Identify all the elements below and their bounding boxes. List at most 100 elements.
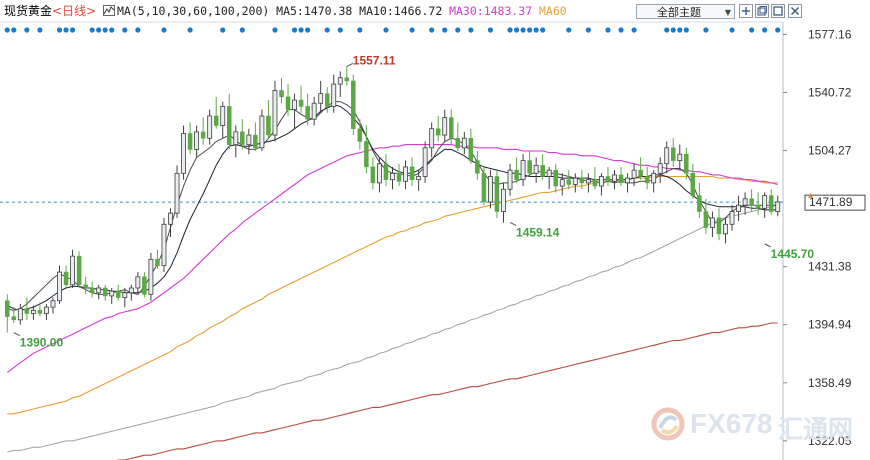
event-marker bbox=[305, 27, 311, 33]
event-marker bbox=[135, 27, 141, 33]
period-label[interactable]: <日线> bbox=[52, 4, 97, 18]
restore-button[interactable] bbox=[755, 4, 769, 18]
candle-body bbox=[468, 138, 474, 161]
event-marker bbox=[442, 27, 448, 33]
candle-body bbox=[494, 176, 500, 212]
candle-body bbox=[579, 177, 585, 184]
instrument-name: 现货黄金 bbox=[4, 4, 53, 18]
candle-body bbox=[266, 115, 271, 136]
event-marker bbox=[409, 27, 415, 33]
chevron-down-icon: ▼ bbox=[724, 8, 731, 17]
ma-legend-icon[interactable] bbox=[103, 5, 115, 16]
current-price-label: 1471.89 bbox=[809, 195, 853, 209]
candle-body bbox=[285, 96, 291, 110]
event-marker bbox=[683, 27, 689, 33]
event-marker bbox=[585, 27, 591, 33]
event-marker bbox=[122, 27, 128, 33]
event-marker bbox=[4, 27, 10, 33]
event-marker bbox=[272, 27, 278, 33]
candle-body bbox=[194, 131, 200, 150]
ma10-line bbox=[7, 104, 778, 311]
candle-body bbox=[122, 292, 128, 298]
current-price-arrow-icon: ▴ bbox=[808, 190, 813, 201]
ma5-line bbox=[7, 101, 778, 311]
y-tick-label: 1322.05 bbox=[808, 434, 852, 448]
candle-body bbox=[546, 169, 552, 177]
candle-body bbox=[716, 217, 722, 235]
candle-body bbox=[246, 134, 252, 146]
close-button[interactable] bbox=[788, 4, 802, 18]
candle-body bbox=[70, 255, 75, 286]
event-marker bbox=[220, 27, 226, 33]
candle-body bbox=[102, 287, 108, 297]
candle-body bbox=[690, 173, 696, 196]
event-marker bbox=[677, 27, 683, 33]
plus-box-icon bbox=[742, 7, 750, 15]
current-price-tag bbox=[804, 194, 866, 211]
candle-body bbox=[128, 287, 134, 294]
candle-body bbox=[50, 300, 56, 308]
candle-body bbox=[76, 255, 82, 286]
candle-body bbox=[657, 163, 663, 174]
event-marker bbox=[291, 27, 298, 33]
candle-body bbox=[181, 133, 186, 174]
candle-body bbox=[651, 172, 657, 184]
candle-body bbox=[292, 99, 297, 110]
y-tick-label: 1431.38 bbox=[808, 260, 852, 274]
event-marker bbox=[24, 27, 30, 33]
candle-body bbox=[520, 160, 526, 181]
theme-select[interactable]: 全部主题 ▼ bbox=[636, 4, 735, 19]
annotation-pointer bbox=[346, 62, 354, 67]
event-marker bbox=[324, 27, 330, 33]
ma10-value: MA10:1466.72 bbox=[359, 4, 443, 18]
candle-body bbox=[187, 133, 193, 150]
maximize-button[interactable] bbox=[771, 4, 785, 18]
candle-body bbox=[57, 271, 62, 302]
candle-body bbox=[429, 128, 435, 149]
candle-body bbox=[279, 90, 284, 98]
event-marker bbox=[527, 27, 533, 33]
candle-body bbox=[501, 188, 506, 212]
candle-body bbox=[664, 147, 670, 165]
candle-body bbox=[749, 198, 754, 206]
candle-body bbox=[481, 173, 487, 203]
candle-body bbox=[142, 276, 147, 295]
candle-body bbox=[488, 176, 493, 203]
y-tick-label: 1394.94 bbox=[808, 318, 852, 332]
candle-body bbox=[396, 173, 402, 182]
candle-body bbox=[710, 217, 715, 228]
candle-body bbox=[148, 258, 154, 295]
low-price-label: 1445.70 bbox=[771, 247, 815, 261]
candle-body bbox=[4, 300, 10, 317]
candle-body bbox=[775, 201, 781, 212]
candle-body bbox=[475, 160, 480, 174]
candle-body bbox=[540, 165, 545, 177]
candle-body bbox=[422, 147, 428, 177]
event-marker bbox=[63, 27, 69, 33]
candle-body bbox=[566, 179, 572, 185]
event-marker bbox=[37, 27, 43, 33]
fx678-watermark: FX678 汇通网 bbox=[650, 406, 860, 444]
event-marker bbox=[102, 27, 108, 33]
candle-body bbox=[370, 166, 376, 184]
instrument-title: 现货黄金<日线> bbox=[4, 3, 96, 19]
event-marker bbox=[109, 27, 115, 33]
candle-body bbox=[337, 77, 343, 85]
candle-body bbox=[259, 115, 265, 149]
zoom-in-button[interactable] bbox=[739, 4, 753, 18]
candle-body bbox=[357, 128, 363, 142]
event-marker bbox=[468, 27, 474, 33]
candle-body bbox=[155, 259, 160, 266]
candle-body bbox=[585, 179, 591, 184]
y-tick-label: 1540.72 bbox=[808, 86, 852, 100]
candle-body bbox=[390, 172, 395, 181]
ma30-value: MA30:1483.37 bbox=[449, 4, 533, 18]
candle-body bbox=[44, 306, 49, 314]
candle-body bbox=[331, 83, 337, 107]
candle-body bbox=[305, 106, 310, 120]
candle-body bbox=[168, 212, 173, 225]
candle-body bbox=[207, 115, 213, 139]
candle-body bbox=[755, 204, 761, 209]
candle-body bbox=[697, 195, 702, 212]
